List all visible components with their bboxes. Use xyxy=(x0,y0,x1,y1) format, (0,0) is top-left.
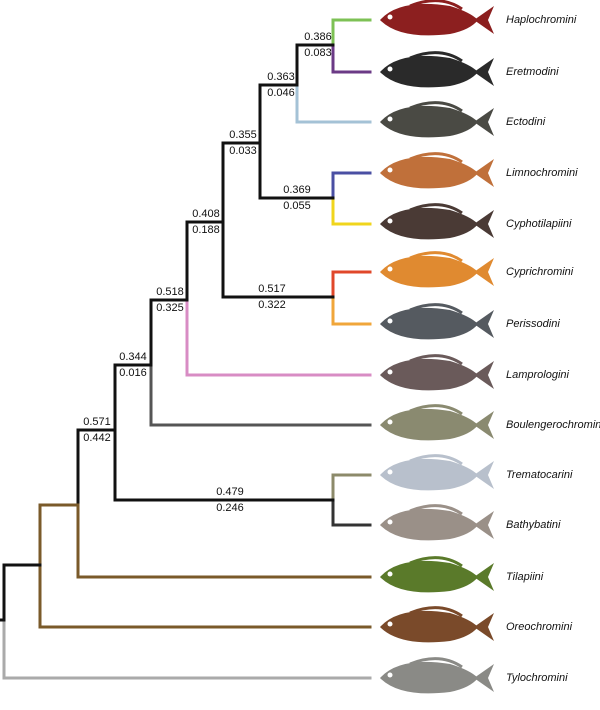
fish-image xyxy=(380,303,494,340)
fish-image xyxy=(380,152,494,189)
node-support-upper: 0.386 xyxy=(304,31,332,43)
node-support-upper: 0.369 xyxy=(283,184,311,196)
taxon-label: Trematocarini xyxy=(506,469,573,481)
fish-image xyxy=(380,657,494,694)
taxon-label: Ectodini xyxy=(506,116,546,128)
node-support-upper: 0.408 xyxy=(192,208,220,220)
taxon-label: Eretmodini xyxy=(506,66,559,78)
fish-image xyxy=(380,251,494,288)
node-support-upper: 0.479 xyxy=(216,486,244,498)
taxon-label: Perissodini xyxy=(506,318,560,330)
node-support-lower: 0.046 xyxy=(267,87,295,99)
node-support-lower: 0.442 xyxy=(83,432,111,444)
fish-image xyxy=(380,454,494,491)
node-support-upper: 0.571 xyxy=(83,416,111,428)
node-support-upper: 0.355 xyxy=(229,129,257,141)
taxon-label: Cyphotilapiini xyxy=(506,218,572,230)
fish-image xyxy=(380,404,494,441)
fish-image xyxy=(380,0,494,36)
node-support-lower: 0.033 xyxy=(229,145,257,157)
taxon-label: Tylochromini xyxy=(506,672,568,684)
node-support-lower: 0.325 xyxy=(156,302,184,314)
taxon-label: Oreochromini xyxy=(506,621,573,633)
taxon-label: Limnochromini xyxy=(506,167,578,179)
taxon-label: Cyprichromini xyxy=(506,266,574,278)
node-support-upper: 0.344 xyxy=(119,351,147,363)
fish-image xyxy=(380,556,494,593)
fish-image xyxy=(380,504,494,541)
node-support-lower: 0.246 xyxy=(216,502,244,514)
node-support-lower: 0.083 xyxy=(304,47,332,59)
node-support-lower: 0.016 xyxy=(119,367,147,379)
taxon-label: Boulengerochromini xyxy=(506,419,600,431)
node-support-lower: 0.188 xyxy=(192,224,220,236)
taxon-label: Lamprologini xyxy=(506,369,570,381)
fish-image xyxy=(380,203,494,240)
node-support-lower: 0.322 xyxy=(258,299,286,311)
node-support-lower: 0.055 xyxy=(283,200,311,212)
fish-image xyxy=(380,101,494,138)
fish-image xyxy=(380,51,494,88)
node-support-upper: 0.363 xyxy=(267,71,295,83)
taxon-label: Haplochromini xyxy=(506,14,577,26)
node-support-upper: 0.517 xyxy=(258,283,286,295)
fish-image xyxy=(380,606,494,643)
taxon-label: Tilapiini xyxy=(506,571,544,583)
taxon-label: Bathybatini xyxy=(506,519,561,531)
node-support-upper: 0.518 xyxy=(156,286,184,298)
fish-image xyxy=(380,354,494,391)
